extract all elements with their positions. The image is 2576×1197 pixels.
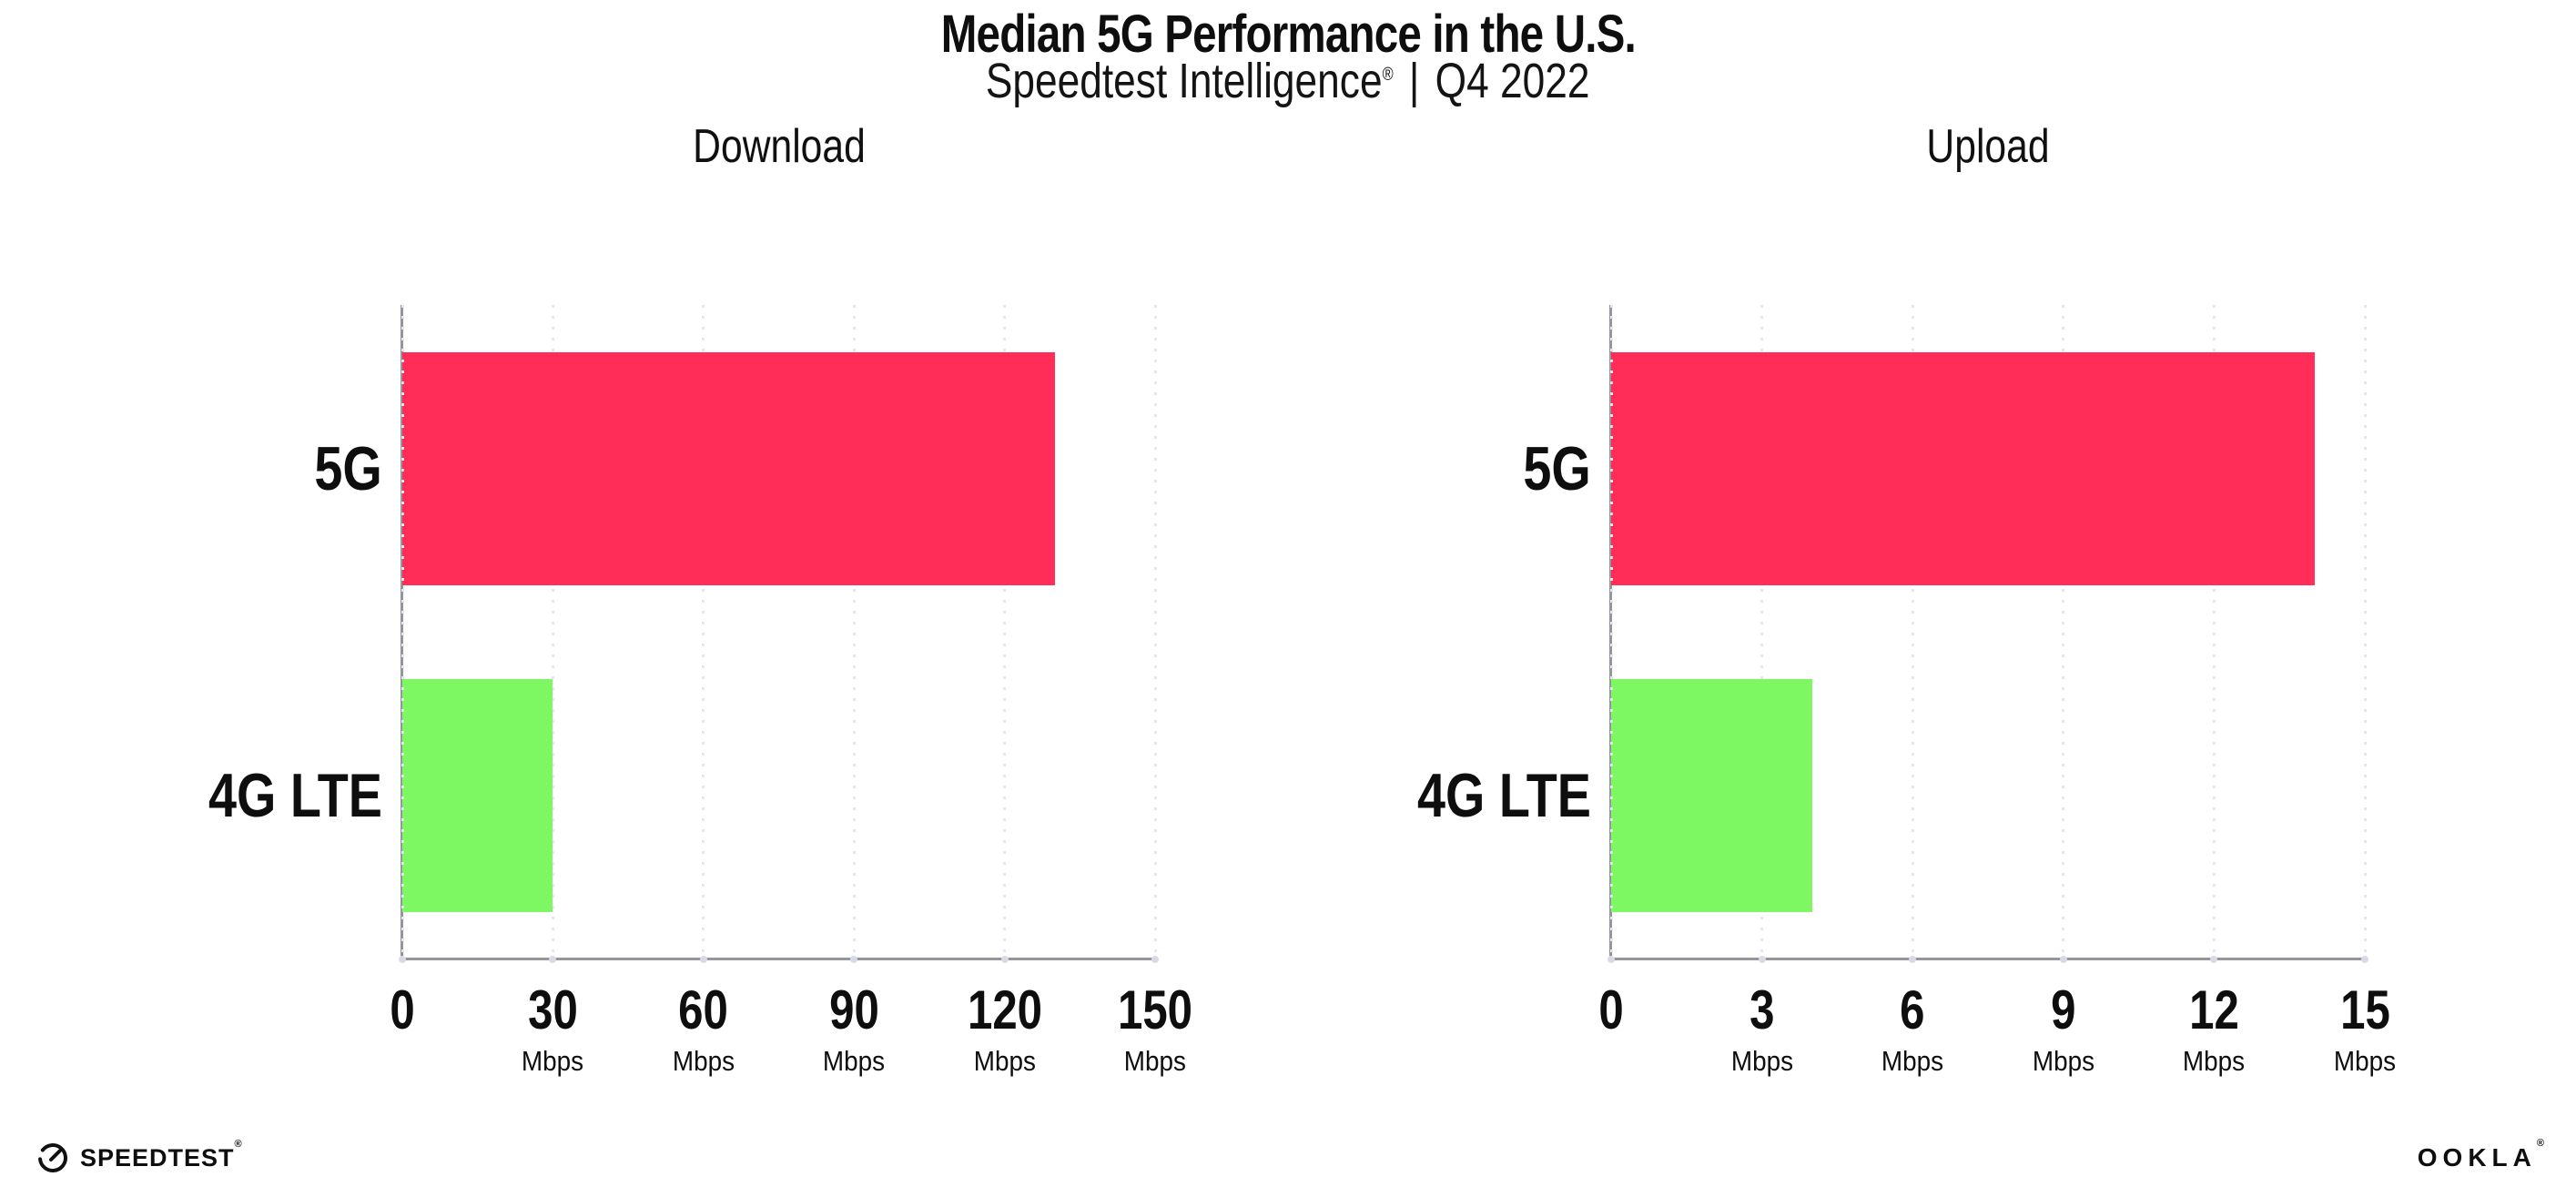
tick-number: 3 — [1749, 979, 1775, 1040]
axis-tick-dot-3 — [1758, 956, 1766, 963]
category-label-5g: 5G — [1163, 438, 1591, 500]
gridline-90 — [852, 305, 856, 959]
tick-number: 150 — [1117, 979, 1193, 1040]
axis-tick-dot-120 — [1000, 956, 1009, 963]
category-label-text: 5G — [314, 433, 382, 503]
tick-number: 60 — [678, 979, 729, 1040]
gridline-120 — [1003, 305, 1007, 959]
tick-unit: Mbps — [522, 1045, 584, 1077]
tick-label-120: 120 Mbps — [959, 983, 1050, 1078]
chart-title-download: Download — [674, 119, 884, 174]
x-axis — [401, 958, 1157, 960]
chart-title-text: Upload — [1926, 120, 2050, 173]
page-title-text: Median 5G Performance in the U.S. — [940, 5, 1636, 64]
gridline-12 — [2212, 305, 2216, 959]
axis-tick-dot-12 — [2210, 956, 2218, 963]
gridline-6 — [1911, 305, 1914, 959]
category-label-text: 5G — [1523, 433, 1591, 503]
axis-tick-dot-15 — [2361, 956, 2368, 963]
ookla-logo: OOKLA® — [2417, 1138, 2544, 1172]
subtitle-separator: | — [1397, 54, 1432, 108]
ookla-wordmark: OOKLA — [2417, 1143, 2537, 1172]
gridline-0 — [401, 305, 404, 959]
ookla-registered-mark: ® — [2536, 1138, 2544, 1149]
category-label-4g-lte: 4G LTE — [0, 765, 382, 827]
tick-label-3: 3 Mbps — [1728, 983, 1797, 1078]
speedtest-wordmark-text: SPEEDTEST — [80, 1143, 235, 1172]
axis-tick-dot-0 — [399, 956, 406, 963]
page-title: Median 5G Performance in the U.S. — [0, 4, 2576, 65]
gridline-30 — [551, 305, 554, 959]
tick-number: 0 — [390, 979, 415, 1040]
tick-unit: Mbps — [1881, 1045, 1944, 1077]
subtitle-brand: Speedtest Intelligence — [986, 54, 1383, 108]
category-label-text: 4G LTE — [208, 760, 382, 830]
tick-label-0: 0 — [1596, 983, 1626, 1038]
tick-unit: Mbps — [1730, 1045, 1793, 1077]
speedtest-logo: SPEEDTEST® — [36, 1139, 243, 1174]
gridline-3 — [1760, 305, 1764, 959]
tick-unit: Mbps — [672, 1045, 735, 1077]
gridline-15 — [2363, 305, 2367, 959]
page-subtitle: Speedtest Intelligence® | Q4 2022 — [0, 53, 2576, 109]
category-label-4g-lte: 4G LTE — [1163, 765, 1591, 827]
subtitle-registered-mark: ® — [1382, 65, 1394, 85]
speedtest-gauge-icon — [36, 1141, 69, 1174]
tick-label-6: 6 Mbps — [1878, 983, 1947, 1078]
tick-label-0: 0 — [387, 983, 417, 1038]
tick-unit: Mbps — [2333, 1045, 2397, 1077]
axis-tick-dot-60 — [699, 956, 707, 963]
x-axis — [1609, 958, 2367, 960]
tick-unit: Mbps — [2183, 1045, 2246, 1077]
subtitle-period: Q4 2022 — [1435, 54, 1590, 108]
gridline-150 — [1153, 305, 1157, 959]
gridline-9 — [2062, 305, 2065, 959]
tick-label-60: 60 Mbps — [669, 983, 738, 1078]
bar-5g — [1611, 351, 2315, 585]
gridline-0 — [1609, 305, 1613, 959]
speedtest-wordmark: SPEEDTEST® — [80, 1139, 243, 1172]
axis-tick-dot-9 — [2059, 956, 2067, 963]
chart-title-upload: Upload — [1913, 119, 2064, 174]
tick-unit: Mbps — [1123, 1045, 1187, 1077]
axis-tick-dot-150 — [1151, 956, 1159, 963]
speedtest-registered-mark: ® — [234, 1138, 243, 1150]
tick-number: 0 — [1598, 979, 1624, 1040]
category-label-text: 4G LTE — [1416, 760, 1591, 830]
tick-label-150: 150 Mbps — [1110, 983, 1201, 1078]
tick-unit: Mbps — [2032, 1045, 2094, 1077]
bar-5g — [402, 351, 1055, 585]
tick-label-30: 30 Mbps — [518, 983, 587, 1078]
tick-number: 120 — [967, 979, 1042, 1040]
tick-label-12: 12 Mbps — [2179, 983, 2248, 1078]
tick-label-9: 9 Mbps — [2029, 983, 2098, 1078]
bar-4g-lte — [402, 678, 553, 912]
category-label-5g: 5G — [0, 438, 382, 500]
tick-number: 9 — [2051, 979, 2076, 1040]
tick-number: 90 — [828, 979, 879, 1040]
axis-tick-dot-90 — [850, 956, 858, 963]
bar-4g-lte — [1611, 678, 1812, 912]
axis-tick-dot-6 — [1909, 956, 1917, 963]
tick-number: 12 — [2189, 979, 2239, 1040]
gridline-60 — [702, 305, 705, 959]
tick-label-15: 15 Mbps — [2330, 983, 2399, 1078]
tick-number: 15 — [2339, 979, 2390, 1040]
tick-unit: Mbps — [973, 1045, 1036, 1077]
tick-number: 6 — [1900, 979, 1925, 1040]
axis-tick-dot-30 — [549, 956, 557, 963]
page-subtitle-text: Speedtest Intelligence® | Q4 2022 — [986, 53, 1590, 109]
chart-title-text: Download — [692, 120, 866, 173]
axis-tick-dot-0 — [1607, 956, 1615, 963]
tick-label-90: 90 Mbps — [819, 983, 888, 1078]
tick-number: 30 — [528, 979, 578, 1040]
tick-unit: Mbps — [823, 1045, 886, 1077]
